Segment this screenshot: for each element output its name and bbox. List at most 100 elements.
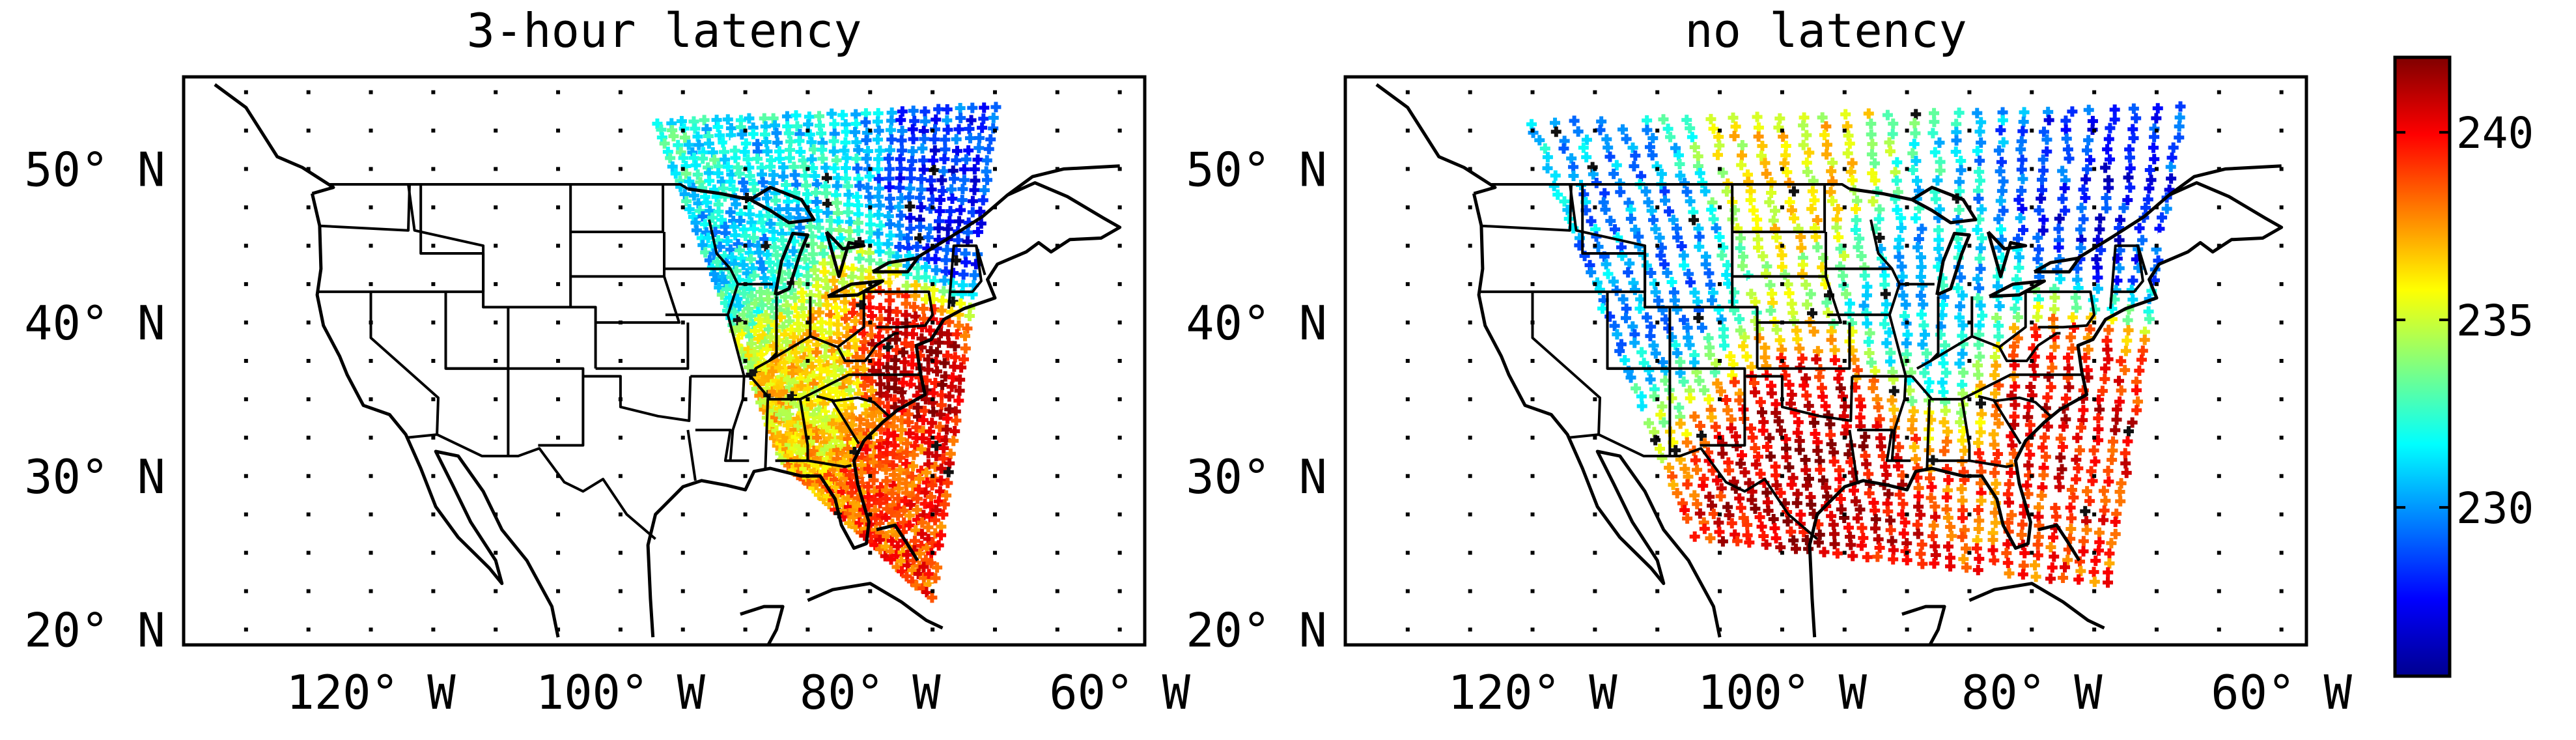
swath-point bbox=[839, 400, 850, 411]
swath-point bbox=[2045, 541, 2056, 552]
x-tick-label: 120° W bbox=[286, 665, 456, 720]
swath-point bbox=[1976, 204, 1987, 215]
swath-point bbox=[1728, 112, 1739, 123]
swath-point bbox=[951, 134, 962, 145]
swath-point bbox=[2084, 496, 2095, 507]
swath-point bbox=[1888, 386, 1899, 397]
swath-point bbox=[807, 361, 818, 372]
swath-point bbox=[1692, 464, 1703, 476]
swath-point bbox=[1820, 401, 1831, 412]
swath-point bbox=[930, 515, 941, 526]
swath-point bbox=[2053, 242, 2064, 253]
swath-point bbox=[1636, 401, 1647, 412]
swath-point bbox=[908, 461, 919, 472]
state-border bbox=[1992, 398, 2022, 445]
swath-point bbox=[1698, 480, 1709, 491]
swath-point bbox=[1942, 512, 1953, 523]
swath-point bbox=[2090, 555, 2101, 566]
swath-point bbox=[2105, 154, 2116, 165]
swath-point bbox=[2012, 333, 2023, 344]
swath-point bbox=[2131, 385, 2142, 396]
swath-point bbox=[2070, 292, 2081, 304]
swath-point bbox=[916, 202, 927, 213]
swath-point bbox=[947, 372, 959, 383]
state-border bbox=[1531, 291, 1601, 435]
swath-point bbox=[2060, 115, 2071, 126]
swath-point bbox=[2037, 442, 2048, 453]
swath-point bbox=[692, 169, 703, 180]
swath-point bbox=[854, 253, 865, 264]
swath-point bbox=[1803, 474, 1814, 485]
swath-point bbox=[930, 253, 941, 264]
swath-point bbox=[2107, 445, 2118, 456]
swath-point bbox=[774, 362, 785, 373]
swath-point bbox=[1746, 289, 1757, 300]
swath-point bbox=[1850, 203, 1861, 214]
swath-point bbox=[930, 573, 941, 584]
swath-point bbox=[718, 137, 729, 148]
swath-point bbox=[2123, 426, 2135, 437]
swath-point bbox=[835, 422, 846, 433]
swath-point bbox=[1660, 195, 1671, 206]
swath-point bbox=[1806, 499, 1817, 510]
swath-point bbox=[1974, 351, 1985, 362]
swath-point bbox=[819, 266, 830, 278]
swath-point bbox=[901, 459, 912, 470]
swath-point bbox=[2075, 565, 2086, 576]
swath-point bbox=[1708, 214, 1719, 225]
swath-point bbox=[1810, 429, 1821, 440]
swath-point bbox=[1862, 552, 1873, 563]
swath-point bbox=[1705, 113, 1716, 124]
swath-point bbox=[1754, 324, 1765, 335]
swath-point bbox=[2008, 350, 2019, 361]
swath-point bbox=[916, 455, 927, 466]
swath-point bbox=[1696, 430, 1707, 441]
swath-point bbox=[883, 153, 894, 164]
swath-point bbox=[899, 356, 910, 367]
swath-point bbox=[1784, 177, 1795, 188]
swath-point bbox=[1828, 456, 1840, 467]
swath-point bbox=[893, 220, 904, 231]
swath-point bbox=[734, 300, 745, 311]
swath-point bbox=[945, 448, 956, 459]
swath-point bbox=[918, 155, 929, 166]
swath-point bbox=[917, 143, 928, 154]
swath-point bbox=[2165, 162, 2176, 173]
swath-point bbox=[1912, 528, 1924, 539]
swath-point bbox=[1630, 224, 1641, 235]
swath-point bbox=[1863, 108, 1874, 119]
swath-point bbox=[765, 218, 776, 229]
swath-point bbox=[1972, 274, 1983, 285]
swath-point bbox=[2050, 491, 2061, 502]
swath-point bbox=[1766, 187, 1777, 198]
swath-point bbox=[1617, 294, 1629, 305]
swath-point bbox=[1867, 139, 1878, 150]
swath-point bbox=[1972, 107, 1983, 119]
swath-point bbox=[2075, 224, 2086, 235]
swath-point bbox=[843, 206, 854, 218]
swath-point bbox=[809, 171, 820, 182]
swath-point bbox=[1786, 479, 1797, 491]
swath-point bbox=[872, 134, 883, 145]
swath-point bbox=[2045, 382, 2056, 393]
swath-point bbox=[1745, 195, 1756, 206]
swath-point bbox=[1974, 553, 1985, 564]
swath-point bbox=[1877, 451, 1888, 462]
swath-point bbox=[1945, 561, 1956, 572]
swath-point bbox=[1953, 107, 1965, 119]
swath-point bbox=[903, 233, 914, 244]
swath-point bbox=[1940, 367, 1952, 378]
swath-point bbox=[1841, 289, 1852, 300]
swath-point bbox=[826, 108, 837, 119]
swath-point bbox=[928, 285, 939, 296]
swath-point bbox=[1976, 495, 1987, 506]
swath-point bbox=[1812, 214, 1823, 225]
swath-point bbox=[912, 402, 923, 413]
swath-point bbox=[2002, 558, 2013, 569]
swath-point bbox=[1989, 439, 2000, 450]
swath-point bbox=[882, 323, 893, 334]
swath-point bbox=[1771, 533, 1782, 544]
swath-point bbox=[1987, 534, 1998, 545]
swath-point bbox=[2104, 558, 2115, 569]
